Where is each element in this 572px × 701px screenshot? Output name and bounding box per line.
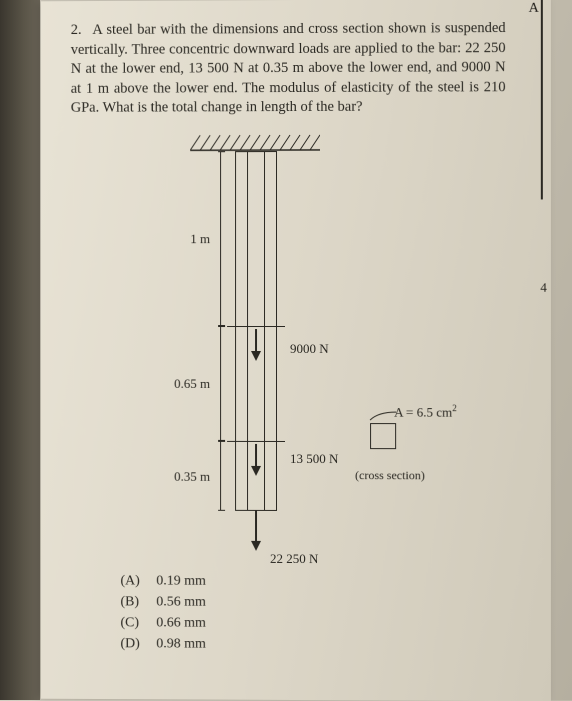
answer-choices: (A) 0.19 mm (B) 0.56 mm (C) 0.66 mm (D) …: [120, 570, 520, 656]
load-label-3: 22 250 N: [270, 551, 318, 567]
choice-a: (A) 0.19 mm: [120, 570, 520, 592]
cross-section-caption: (cross section): [355, 468, 425, 483]
tick-2: [227, 441, 285, 442]
choice-letter: (A): [120, 570, 156, 591]
area-label: A = 6.5 cm2: [394, 403, 457, 420]
problem-body: A steel bar with the dimensions and cros…: [71, 20, 506, 116]
dim-label-2: 0.65 m: [158, 376, 210, 392]
figure: 1 m 0.65 m 0.35 m 9000 N 13 500 N 22 250…: [81, 132, 441, 563]
choice-letter: (D): [120, 633, 156, 654]
load-label-2: 13 500 N: [290, 451, 338, 467]
choice-value: 0.66 mm: [156, 612, 206, 633]
cross-section-square: [370, 423, 396, 449]
choice-letter: (B): [120, 591, 156, 612]
choice-letter: (C): [120, 612, 156, 633]
book-spine-shadow: [0, 0, 40, 700]
header-letter: A: [529, 1, 539, 17]
choice-value: 0.98 mm: [156, 633, 206, 654]
header-rule: [541, 0, 551, 199]
dim-label-3: 0.35 m: [158, 469, 210, 485]
choice-value: 0.19 mm: [156, 570, 206, 591]
load-arrow-2: [250, 444, 262, 476]
problem-number: 2.: [71, 21, 89, 41]
dim-bracket-2: [220, 326, 221, 441]
problem-statement: 2. A steel bar with the dimensions and c…: [71, 19, 521, 119]
choice-b: (B) 0.56 mm: [120, 591, 520, 613]
margin-number: 4: [540, 280, 547, 296]
load-arrow-3: [250, 511, 262, 551]
load-label-1: 9000 N: [290, 341, 329, 357]
choice-value: 0.56 mm: [156, 591, 206, 612]
fixed-support-icon: [190, 133, 320, 151]
choice-c: (C) 0.66 mm: [120, 612, 520, 635]
dim-bracket-1: [220, 151, 221, 326]
load-arrow-1: [250, 329, 262, 361]
tick-1: [227, 326, 285, 327]
choice-d: (D) 0.98 mm: [120, 633, 520, 656]
dim-label-1: 1 m: [165, 231, 210, 247]
page-content: A 2. A steel bar with the dimensions and…: [41, 0, 551, 701]
dim-bracket-3: [220, 441, 221, 511]
